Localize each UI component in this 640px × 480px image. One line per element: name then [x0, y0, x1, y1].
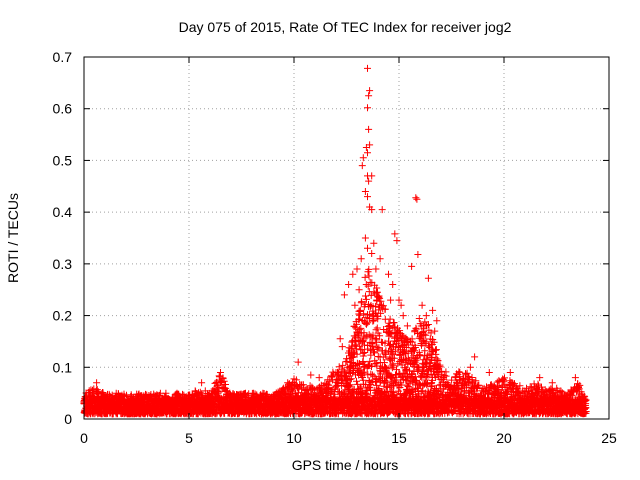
data-point	[368, 371, 376, 379]
data-point	[362, 292, 369, 300]
data-point	[463, 369, 471, 377]
data-point	[339, 361, 347, 369]
data-point	[370, 316, 378, 324]
chart-title: Day 075 of 2015, Rate Of TEC Index for r…	[179, 19, 512, 35]
data-point	[365, 272, 373, 280]
data-point	[373, 324, 381, 332]
data-point	[386, 315, 394, 323]
data-points	[80, 64, 590, 418]
grid-lines	[84, 57, 609, 419]
